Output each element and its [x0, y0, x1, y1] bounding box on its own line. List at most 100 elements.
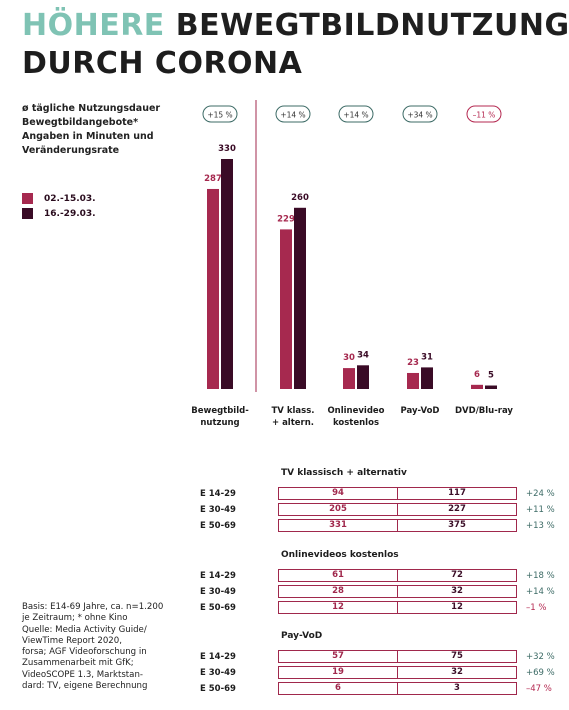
value-period-1: 94 [278, 487, 398, 500]
change-label: –11 % [473, 111, 496, 120]
bar-period-1 [207, 188, 219, 389]
title-line-1: Höhere Bewegtbildnutzung [22, 8, 569, 43]
table-row: E 30-49 19 32 +69 % [200, 666, 555, 679]
bar-period-1 [471, 384, 483, 389]
bar-period-1 [343, 368, 355, 389]
bar-period-2 [221, 159, 233, 389]
bar-period-2 [421, 367, 433, 389]
bar-value-label: 287 [204, 174, 222, 184]
table-row: E 30-49 205 227 +11 % [200, 503, 555, 516]
value-period-2: 227 [398, 503, 517, 516]
change-rate: +24 % [526, 488, 555, 499]
change-rate: +14 % [526, 586, 555, 597]
bar-period-2 [357, 365, 369, 389]
subtitle-line: Veränderungsrate [22, 145, 120, 156]
value-period-2: 72 [398, 569, 517, 582]
change-rate: +18 % [526, 570, 555, 581]
category-label: Pay-VoD [401, 406, 440, 416]
change-rate: +32 % [526, 651, 555, 662]
value-period-2: 12 [398, 601, 517, 614]
age-group-label: E 14-29 [200, 488, 236, 499]
source-line: Quelle: Media Activity Guide/ [22, 624, 147, 635]
title-accent: Höhere [22, 8, 165, 43]
age-group-label: E 30-49 [200, 586, 236, 597]
change-rate: +69 % [526, 667, 555, 678]
value-period-1: 331 [278, 519, 398, 532]
source-line: Basis: E14-69 Jahre, ca. n=1.200 [22, 602, 164, 612]
change-pill [402, 105, 438, 123]
bar-value-label: 31 [421, 352, 433, 362]
source-line: ViewTime Report 2020, [22, 635, 122, 646]
value-period-1: 6 [278, 682, 398, 695]
category-label: DVD/Blu-ray [455, 406, 513, 416]
legend-label: 02.-15.03. [44, 193, 96, 204]
bar-period-2 [294, 207, 306, 389]
category-label: + altern. [272, 418, 314, 428]
change-label: +34 % [407, 111, 432, 120]
title-rest: Bewegtbildnutzung [164, 8, 569, 43]
value-period-1: 61 [278, 569, 398, 582]
bar-value-label: 5 [488, 371, 494, 381]
value-period-1: 28 [278, 585, 398, 598]
change-rate: +11 % [526, 504, 555, 515]
change-rate: –47 % [526, 683, 552, 694]
value-period-1: 205 [278, 503, 398, 516]
value-period-1: 19 [278, 666, 398, 679]
table-row: E 14-29 94 117 +24 % [200, 487, 555, 500]
value-period-2: 32 [398, 666, 517, 679]
bar-value-label: 30 [343, 353, 355, 363]
table-row: E 50-69 331 375 +13 % [200, 519, 555, 532]
change-label: +15 % [207, 111, 232, 120]
subtitle-line: Angaben in Minuten und [22, 131, 154, 142]
subtitle-line: ø tägliche Nutzungsdauer [22, 103, 161, 114]
age-group-label: E 14-29 [200, 651, 236, 662]
source-line: forsa; AGF Videoforschung in [22, 647, 147, 658]
change-label: +14 % [280, 111, 305, 120]
bar-value-label: 34 [357, 350, 369, 360]
value-period-1: 12 [278, 601, 398, 614]
legend-item-period-1: 02.-15.03. [22, 193, 96, 204]
change-pill [338, 105, 374, 123]
legend-item-period-2: 16.-29.03. [22, 208, 96, 219]
category-label: nutzung [200, 418, 239, 428]
age-group-label: E 30-49 [200, 667, 236, 678]
legend-swatch [22, 208, 33, 219]
bar-period-1 [280, 229, 292, 389]
bar-period-1 [407, 372, 419, 389]
value-period-1: 57 [278, 650, 398, 663]
source-line: je Zeitraum; * ohne Kino [22, 613, 128, 624]
value-period-2: 75 [398, 650, 517, 663]
change-rate: +13 % [526, 520, 555, 531]
source-note: Basis: E14-69 Jahre, ca. n=1.200 je Zeit… [22, 602, 172, 692]
bar-value-label: 229 [277, 214, 295, 224]
legend-swatch [22, 193, 33, 204]
category-label: kostenlos [333, 418, 379, 428]
table-title: TV klassisch + alternativ [281, 468, 407, 478]
source-line: Zusammenarbeit mit GfK; [22, 658, 134, 669]
table-row: E 30-49 28 32 +14 % [200, 585, 555, 598]
change-pill [202, 105, 238, 123]
bar-value-label: 23 [407, 358, 419, 368]
source-line: dard: TV, eigene Berechnung [22, 681, 148, 692]
change-pill [275, 105, 311, 123]
age-group-label: E 50-69 [200, 520, 236, 531]
table-title: Onlinevideos kostenlos [281, 550, 399, 560]
change-label: +14 % [343, 111, 368, 120]
bar-value-label: 330 [218, 144, 236, 154]
table-row: E 50-69 6 3 –47 % [200, 682, 552, 695]
table-title: Pay-VoD [281, 631, 323, 641]
table-row: E 14-29 61 72 +18 % [200, 569, 555, 582]
table-row: E 14-29 57 75 +32 % [200, 650, 555, 663]
bar-period-2 [485, 385, 497, 389]
age-group-label: E 30-49 [200, 504, 236, 515]
value-period-2: 3 [398, 682, 517, 695]
table-row: E 50-69 12 12 –1 % [200, 601, 546, 614]
chart-subtitle: ø tägliche Nutzungsdauer Bewegtbildangeb… [22, 102, 182, 158]
age-group-label: E 50-69 [200, 602, 236, 613]
category-label: Onlinevideo [327, 406, 384, 416]
bar-value-label: 260 [291, 193, 309, 203]
age-group-label: E 50-69 [200, 683, 236, 694]
legend-label: 16.-29.03. [44, 208, 96, 219]
age-group-label: E 14-29 [200, 570, 236, 581]
change-pill [466, 105, 502, 123]
